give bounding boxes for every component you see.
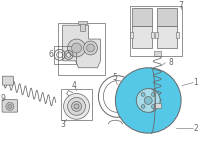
Bar xyxy=(61,89,92,120)
Bar xyxy=(78,21,87,24)
Bar xyxy=(58,23,105,75)
Circle shape xyxy=(136,89,160,112)
Bar xyxy=(151,32,154,38)
Text: 5: 5 xyxy=(112,73,117,82)
Bar xyxy=(80,23,85,31)
Text: 8: 8 xyxy=(169,58,174,67)
Text: 3: 3 xyxy=(60,120,65,129)
Bar xyxy=(132,26,152,48)
Bar xyxy=(155,32,158,38)
Bar xyxy=(157,26,177,48)
Bar xyxy=(154,103,161,108)
Circle shape xyxy=(68,39,86,57)
Bar xyxy=(176,32,179,38)
Circle shape xyxy=(141,92,145,96)
Circle shape xyxy=(64,93,89,119)
Text: 4: 4 xyxy=(71,81,76,90)
Bar xyxy=(130,6,182,56)
Circle shape xyxy=(141,105,145,108)
Bar xyxy=(130,32,133,38)
FancyBboxPatch shape xyxy=(2,100,18,112)
Text: 7: 7 xyxy=(179,1,184,10)
Polygon shape xyxy=(63,25,100,68)
Circle shape xyxy=(87,44,94,52)
Text: 6: 6 xyxy=(48,50,53,59)
Circle shape xyxy=(72,101,82,111)
Circle shape xyxy=(84,41,97,55)
FancyBboxPatch shape xyxy=(2,76,13,85)
Circle shape xyxy=(8,104,12,108)
Bar xyxy=(132,8,152,26)
Circle shape xyxy=(74,104,79,109)
Circle shape xyxy=(151,105,155,108)
Circle shape xyxy=(115,68,181,133)
Circle shape xyxy=(68,97,86,115)
Bar xyxy=(154,51,161,56)
Circle shape xyxy=(151,92,155,96)
Circle shape xyxy=(6,102,14,110)
Text: 2: 2 xyxy=(194,124,198,133)
Text: 1: 1 xyxy=(194,78,198,87)
Text: 9: 9 xyxy=(0,94,5,103)
Circle shape xyxy=(72,43,82,53)
Circle shape xyxy=(144,96,152,104)
Bar xyxy=(54,46,76,64)
Bar xyxy=(157,8,177,26)
